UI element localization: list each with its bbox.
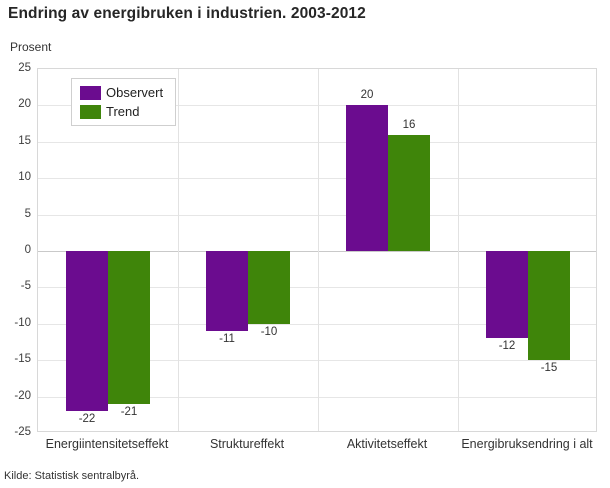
source-note: Kilde: Statistisk sentralbyrå. [4,470,140,482]
zero-gridline [38,251,596,252]
h-gridline [38,105,596,106]
v-gridline [178,69,179,431]
h-gridline [38,142,596,143]
h-gridline [38,215,596,216]
y-tick-label: 20 [18,98,31,110]
bar-trend-4[interactable] [528,251,570,360]
legend-swatch-icon [80,104,101,119]
y-tick-label: 0 [24,244,31,256]
value-label: 16 [402,119,416,131]
x-category-label: Energibruksendring i alt [461,437,593,451]
v-gridline [318,69,319,431]
value-label: -11 [219,333,235,345]
v-gridline [458,69,459,431]
y-tick-label: -10 [14,317,31,329]
h-gridline [38,287,596,288]
h-gridline [38,324,596,325]
x-category-label: Struktureffekt [209,437,285,451]
y-tick-label: -20 [14,390,31,402]
y-tick-label: -5 [20,280,31,292]
y-tick-label: 15 [18,135,31,147]
y-tick-label: 25 [18,62,31,74]
value-label: -22 [78,413,96,425]
y-tick-label: -25 [14,426,31,438]
legend-label: Observert [106,85,164,100]
legend-item-observert[interactable]: Observert [80,85,163,100]
y-axis-title: Prosent [10,40,52,54]
h-gridline [38,397,596,398]
bar-observert-4[interactable] [486,251,528,338]
bar-observert-3[interactable] [346,105,388,251]
value-label: -12 [498,340,516,352]
legend-label: Trend [106,104,140,119]
legend: Observert Trend [71,78,177,126]
y-tick-label: 10 [18,171,31,183]
x-category-label: Aktivitetseffekt [346,437,428,451]
h-gridline [38,360,596,361]
bar-trend-2[interactable] [248,251,290,324]
value-label: 20 [360,89,374,101]
h-gridline [38,178,596,179]
bar-observert-2[interactable] [206,251,248,331]
y-tick-label: -15 [14,353,31,365]
chart-title: Endring av energibruken i industrien. 20… [8,5,366,22]
bar-observert-1[interactable] [66,251,108,411]
y-tick-label: 5 [24,208,31,220]
legend-item-trend[interactable]: Trend [80,104,163,119]
x-category-label: Energiintensitetseffekt [45,437,169,451]
value-label: -10 [260,326,278,338]
bar-trend-3[interactable] [388,135,430,251]
bar-trend-1[interactable] [108,251,150,404]
plot-area: -22 -21 -11 -10 20 16 -12 -15 [37,68,597,432]
value-label: -21 [120,406,138,418]
value-label: -15 [540,362,558,374]
legend-swatch-icon [80,85,101,100]
